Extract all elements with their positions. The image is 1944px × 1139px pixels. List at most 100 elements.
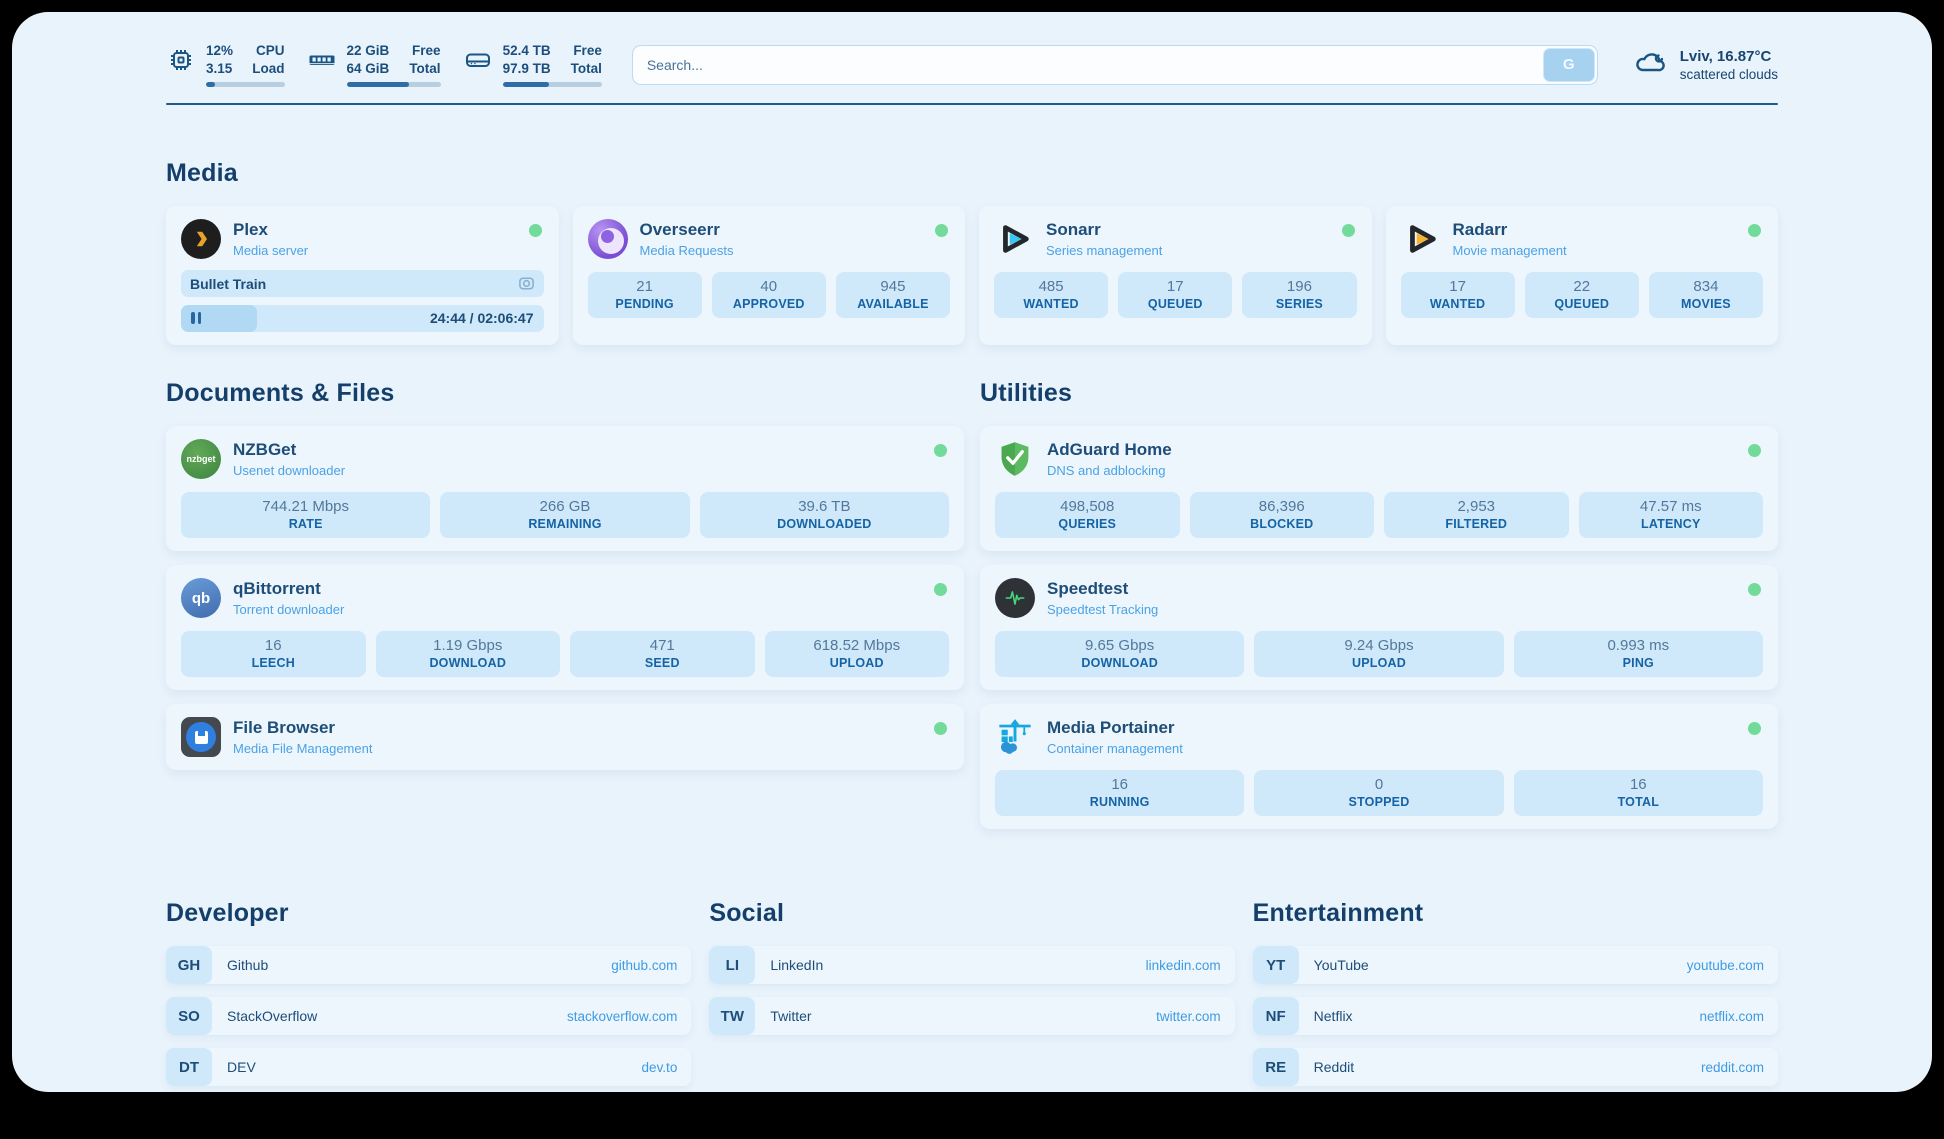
pause-icon[interactable] — [191, 312, 201, 324]
twitter-abbr: TW — [709, 997, 755, 1035]
adguard-app[interactable]: AdGuard Home DNS and adblocking — [995, 439, 1763, 479]
search-input[interactable] — [647, 57, 1541, 73]
portainer-app[interactable]: Media Portainer Container management — [995, 717, 1763, 757]
cpu-icon — [166, 42, 196, 80]
filebrowser-desc: Media File Management — [233, 741, 372, 756]
portainer-desc: Container management — [1047, 741, 1183, 756]
weather-widget: Lviv, 16.87°C scattered clouds — [1632, 45, 1778, 84]
cpu-value: 12% — [206, 42, 233, 60]
nzbget-desc: Usenet downloader — [233, 463, 345, 478]
filebrowser-icon — [181, 717, 221, 757]
plex-now-playing-title: Bullet Train — [190, 276, 266, 292]
radarr-name: Radarr — [1453, 220, 1567, 240]
disk-total-value: 97.9 TB — [503, 60, 551, 78]
sonarr-app[interactable]: Sonarr Series management — [994, 219, 1357, 259]
plex-now-playing-row: Bullet Train — [181, 270, 544, 297]
overseerr-status-dot — [935, 224, 948, 237]
link-github[interactable]: GH Github github.com — [166, 946, 691, 984]
radarr-desc: Movie management — [1453, 243, 1567, 258]
link-youtube[interactable]: YT YouTube youtube.com — [1253, 946, 1778, 984]
link-linkedin[interactable]: LI LinkedIn linkedin.com — [709, 946, 1234, 984]
link-dev[interactable]: DT DEV dev.to — [166, 1048, 691, 1086]
nzbget-status-dot — [934, 444, 947, 457]
cpu-progress-fill — [206, 82, 215, 87]
speedtest-name: Speedtest — [1047, 579, 1158, 599]
radarr-app[interactable]: Radarr Movie management — [1401, 219, 1764, 259]
plex-progress-bar[interactable]: 24:44 / 02:06:47 — [181, 305, 544, 332]
plex-name: Plex — [233, 220, 308, 240]
qbittorrent-desc: Torrent downloader — [233, 602, 344, 617]
link-twitter[interactable]: TW Twitter twitter.com — [709, 997, 1234, 1035]
ram-icon — [307, 42, 337, 80]
link-stackoverflow[interactable]: SO StackOverflow stackoverflow.com — [166, 997, 691, 1035]
link-reddit[interactable]: RE Reddit reddit.com — [1253, 1048, 1778, 1086]
utilities-column: Utilities AdGuard Home DNS and adblockin… — [980, 379, 1778, 843]
cpu-load-value: 3.15 — [206, 60, 232, 78]
developer-section: Developer GH Github github.com SO StackO… — [166, 899, 691, 1099]
sonarr-name: Sonarr — [1046, 220, 1162, 240]
ram-free-label: Free — [412, 42, 441, 60]
adguard-icon — [995, 439, 1035, 479]
radarr-icon — [1401, 219, 1441, 259]
plex-card: Plex Media server Bullet Train 24:44 / 0… — [166, 206, 559, 345]
plex-app[interactable]: Plex Media server — [181, 219, 544, 259]
filebrowser-app[interactable]: File Browser Media File Management — [181, 717, 949, 757]
ram-progress-track — [347, 82, 441, 87]
cpu-load-label: Load — [252, 60, 284, 78]
nzbget-name: NZBGet — [233, 440, 345, 460]
overseerr-name: Overseerr — [640, 220, 734, 240]
disk-free-label: Free — [573, 42, 602, 60]
section-heading-media: Media — [166, 159, 1778, 188]
speedtest-status-dot — [1748, 583, 1761, 596]
speedtest-app[interactable]: Speedtest Speedtest Tracking — [995, 578, 1763, 618]
youtube-abbr: YT — [1253, 946, 1299, 984]
section-heading-documents: Documents & Files — [166, 379, 964, 408]
link-netflix[interactable]: NF Netflix netflix.com — [1253, 997, 1778, 1035]
entertainment-section: Entertainment YT YouTube youtube.com NF … — [1253, 899, 1778, 1099]
qbittorrent-icon: qb — [181, 578, 221, 618]
qbittorrent-name: qBittorrent — [233, 579, 344, 599]
plex-desc: Media server — [233, 243, 308, 258]
social-section: Social LI LinkedIn linkedin.com TW Twitt… — [709, 899, 1234, 1099]
disk-icon — [463, 42, 493, 80]
search-engine-button[interactable]: G — [1543, 48, 1595, 82]
nzbget-card: nzbget NZBGet Usenet downloader 744.21 M… — [166, 426, 964, 551]
github-abbr: GH — [166, 946, 212, 984]
cloud-icon — [1632, 45, 1668, 84]
cpu-label: CPU — [256, 42, 285, 60]
sonarr-status-dot — [1342, 224, 1355, 237]
stackoverflow-abbr: SO — [166, 997, 212, 1035]
filebrowser-status-dot — [934, 722, 947, 735]
overseerr-app[interactable]: Overseerr Media Requests — [588, 219, 951, 259]
qbittorrent-app[interactable]: qb qBittorrent Torrent downloader — [181, 578, 949, 618]
filebrowser-name: File Browser — [233, 718, 372, 738]
section-heading-social: Social — [709, 899, 1234, 928]
section-heading-developer: Developer — [166, 899, 691, 928]
portainer-icon — [995, 717, 1035, 757]
nzbget-app[interactable]: nzbget NZBGet Usenet downloader — [181, 439, 949, 479]
cpu-stat: 12% CPU 3.15 Load — [166, 42, 285, 87]
speedtest-desc: Speedtest Tracking — [1047, 602, 1158, 617]
